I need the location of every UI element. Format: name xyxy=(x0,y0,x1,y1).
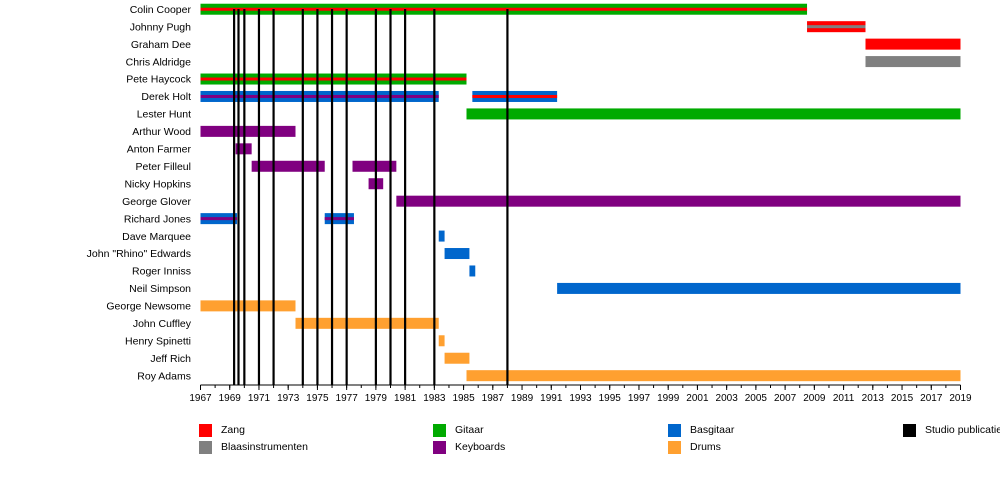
x-tick-label-1969: 1969 xyxy=(219,393,242,404)
bar-john-rhino-edwards-0 xyxy=(444,248,470,260)
bar-roy-adams-0 xyxy=(466,370,961,382)
member-label-george-newsome: George Newsome xyxy=(106,301,191,313)
bar-john-cuffley-0 xyxy=(295,317,439,329)
bar-henry-spinetti-0 xyxy=(438,335,445,347)
x-tick-label-1985: 1985 xyxy=(452,393,475,404)
x-tick-label-1991: 1991 xyxy=(540,393,563,404)
x-tick-label-2015: 2015 xyxy=(891,393,914,404)
member-label-peter-filleul: Peter Filleul xyxy=(136,161,191,173)
member-label-graham-dee: Graham Dee xyxy=(131,39,191,51)
bar-stripe-richard-jones-1 xyxy=(324,217,354,221)
bar-lester-hunt-0 xyxy=(466,108,961,120)
legend-swatch-bass xyxy=(668,423,681,437)
bar-dave-marquee-0 xyxy=(438,230,445,242)
bar-arthur-wood-0 xyxy=(200,125,296,137)
legend-label-wind: Blaasinstrumenten xyxy=(221,441,308,453)
legend-swatch-studio xyxy=(903,423,916,437)
legend-label-studio: Studio publicatie xyxy=(925,424,1000,436)
member-label-george-glover: George Glover xyxy=(122,196,191,208)
member-label-john-rhino-edwards: John "Rhino" Edwards xyxy=(87,248,191,260)
bar-george-newsome-0 xyxy=(200,300,296,312)
bar-stripe-colin-cooper-0 xyxy=(200,7,808,11)
x-tick-label-1983: 1983 xyxy=(423,393,446,404)
member-label-jeff-rich: Jeff Rich xyxy=(150,353,191,365)
x-tick-label-1993: 1993 xyxy=(569,393,592,404)
x-tick-label-2011: 2011 xyxy=(833,393,855,404)
x-tick-label-1995: 1995 xyxy=(599,393,622,404)
x-tick-label-2013: 2013 xyxy=(862,393,885,404)
bar-george-glover-0 xyxy=(396,195,961,207)
member-label-dave-marquee: Dave Marquee xyxy=(122,231,191,243)
x-tick-label-2009: 2009 xyxy=(803,393,826,404)
legend-item-bass: Basgitaar xyxy=(668,423,734,437)
legend-item-drums: Drums xyxy=(668,440,721,454)
x-tick-label-1989: 1989 xyxy=(511,393,534,404)
x-tick-label-2007: 2007 xyxy=(774,393,797,404)
bar-jeff-rich-0 xyxy=(444,352,470,364)
bar-peter-filleul-1 xyxy=(352,160,397,172)
member-label-pete-haycock: Pete Haycock xyxy=(126,74,192,86)
member-label-derek-holt: Derek Holt xyxy=(141,91,191,103)
x-tick-label-2005: 2005 xyxy=(745,393,768,404)
member-label-chris-aldridge: Chris Aldridge xyxy=(126,56,192,68)
bar-stripe-derek-holt-1 xyxy=(472,94,558,98)
legend-swatch-drums xyxy=(668,440,681,454)
x-tick-label-1979: 1979 xyxy=(365,393,388,404)
x-tick-label-1977: 1977 xyxy=(336,393,359,404)
bar-roger-inniss-0 xyxy=(469,265,476,277)
x-tick-label-1997: 1997 xyxy=(628,393,651,404)
bar-stripe-richard-jones-0 xyxy=(200,217,238,221)
legend-item-keyboards: Keyboards xyxy=(433,440,505,454)
x-tick-label-1999: 1999 xyxy=(657,393,680,404)
member-label-johnny-pugh: Johnny Pugh xyxy=(130,21,191,33)
legend-item-guitar: Gitaar xyxy=(433,423,484,437)
legend-label-guitar: Gitaar xyxy=(455,424,484,436)
legend-item-vocals: Zang xyxy=(199,423,245,437)
bar-graham-dee-0 xyxy=(865,38,961,50)
legend: Zang Blaasinstrumenten Gitaar Keyboards … xyxy=(0,420,1000,460)
bar-neil-simpson-0 xyxy=(557,282,961,294)
bar-chris-aldridge-0 xyxy=(865,56,961,68)
x-tick-label-2003: 2003 xyxy=(716,393,739,404)
legend-swatch-keyboards xyxy=(433,440,446,454)
member-label-richard-jones: Richard Jones xyxy=(124,213,191,225)
member-label-nicky-hopkins: Nicky Hopkins xyxy=(124,178,191,190)
member-label-roger-inniss: Roger Inniss xyxy=(132,266,191,278)
x-tick-label-1975: 1975 xyxy=(306,393,329,404)
member-label-roy-adams: Roy Adams xyxy=(137,370,191,382)
legend-swatch-vocals xyxy=(199,423,212,437)
member-label-arthur-wood: Arthur Wood xyxy=(132,126,191,138)
member-label-lester-hunt: Lester Hunt xyxy=(137,109,191,121)
member-label-john-cuffley: John Cuffley xyxy=(133,318,192,330)
legend-item-studio: Studio publicatie xyxy=(903,423,1000,437)
legend-label-drums: Drums xyxy=(690,441,721,453)
legend-label-bass: Basgitaar xyxy=(690,424,735,436)
bar-stripe-johnny-pugh-0 xyxy=(807,25,866,29)
legend-swatch-wind xyxy=(199,440,212,454)
x-tick-label-1987: 1987 xyxy=(482,393,505,404)
bar-stripe-pete-haycock-0 xyxy=(200,77,467,81)
member-label-henry-spinetti: Henry Spinetti xyxy=(125,335,191,347)
member-label-neil-simpson: Neil Simpson xyxy=(129,283,191,295)
bar-stripe-derek-holt-0 xyxy=(200,94,439,98)
timeline-chart: Colin Cooper Johnny Pugh Graham Dee Chris A… xyxy=(87,3,972,404)
legend-label-vocals: Zang xyxy=(221,424,245,436)
x-tick-label-2001: 2001 xyxy=(686,393,709,404)
x-tick-label-2017: 2017 xyxy=(920,393,943,404)
bar-peter-filleul-0 xyxy=(251,160,325,172)
member-label-anton-farmer: Anton Farmer xyxy=(127,144,192,156)
x-tick-label-1973: 1973 xyxy=(277,393,300,404)
x-tick-label-1971: 1971 xyxy=(248,393,271,404)
legend-swatch-guitar xyxy=(433,423,446,437)
legend-label-keyboards: Keyboards xyxy=(455,441,506,453)
member-label-colin-cooper: Colin Cooper xyxy=(130,4,192,16)
legend-item-wind: Blaasinstrumenten xyxy=(199,440,308,454)
x-tick-label-1981: 1981 xyxy=(394,393,417,404)
x-tick-label-2019: 2019 xyxy=(949,393,972,404)
x-tick-label-1967: 1967 xyxy=(189,393,212,404)
